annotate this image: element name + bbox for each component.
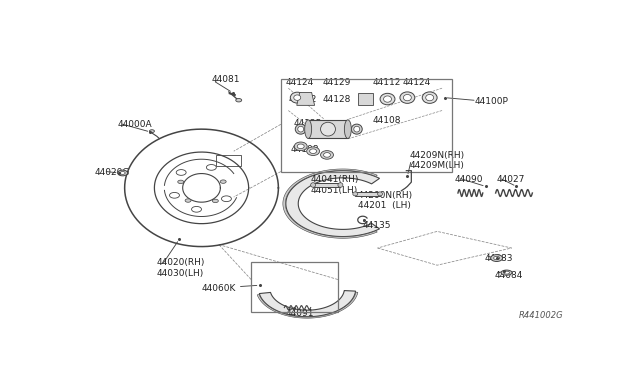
- Ellipse shape: [403, 94, 412, 101]
- Ellipse shape: [422, 92, 437, 103]
- Circle shape: [150, 130, 154, 132]
- Polygon shape: [259, 291, 356, 317]
- Text: 44209N(RH)
44209M(LH): 44209N(RH) 44209M(LH): [410, 151, 465, 170]
- Circle shape: [118, 170, 127, 176]
- Ellipse shape: [310, 149, 317, 154]
- Circle shape: [178, 180, 184, 184]
- Bar: [216, 155, 241, 166]
- Ellipse shape: [310, 183, 316, 187]
- Text: 44200N(RH)
44201  (LH): 44200N(RH) 44201 (LH): [358, 191, 413, 211]
- Polygon shape: [257, 292, 358, 318]
- Text: 44000A: 44000A: [117, 121, 152, 129]
- Text: 44128: 44128: [323, 95, 351, 104]
- Bar: [251, 262, 338, 312]
- Circle shape: [170, 192, 179, 198]
- Circle shape: [185, 199, 191, 202]
- Ellipse shape: [338, 183, 343, 187]
- Text: 44090: 44090: [454, 175, 483, 184]
- Polygon shape: [358, 93, 372, 105]
- Bar: [313, 183, 340, 187]
- Polygon shape: [297, 93, 315, 105]
- Circle shape: [120, 171, 125, 174]
- Text: 44112: 44112: [288, 95, 317, 104]
- Circle shape: [491, 254, 502, 262]
- Text: R441002G: R441002G: [519, 311, 564, 320]
- Ellipse shape: [501, 270, 512, 275]
- Ellipse shape: [400, 92, 415, 103]
- Ellipse shape: [294, 95, 301, 100]
- Bar: [355, 192, 380, 196]
- Circle shape: [236, 99, 242, 102]
- Polygon shape: [286, 171, 380, 237]
- Bar: [308, 120, 348, 138]
- Ellipse shape: [504, 271, 509, 274]
- Ellipse shape: [378, 192, 383, 196]
- Text: 44100P: 44100P: [474, 97, 508, 106]
- Ellipse shape: [383, 96, 392, 102]
- Text: 44108: 44108: [291, 145, 319, 154]
- Text: 44125: 44125: [293, 119, 322, 128]
- Ellipse shape: [294, 142, 307, 151]
- Ellipse shape: [298, 126, 304, 132]
- Circle shape: [221, 196, 232, 202]
- Text: 44124: 44124: [286, 78, 314, 87]
- Ellipse shape: [295, 124, 306, 134]
- Ellipse shape: [321, 151, 333, 159]
- Text: 44091: 44091: [286, 309, 314, 318]
- Text: 44020G: 44020G: [95, 168, 131, 177]
- Ellipse shape: [321, 122, 335, 136]
- Ellipse shape: [324, 153, 330, 157]
- Text: 44027: 44027: [497, 175, 525, 184]
- Ellipse shape: [351, 124, 362, 134]
- Ellipse shape: [291, 92, 304, 103]
- Text: 44124: 44124: [403, 78, 431, 87]
- Ellipse shape: [353, 192, 358, 196]
- Circle shape: [493, 256, 500, 260]
- Ellipse shape: [297, 144, 304, 149]
- Text: 44083: 44083: [484, 254, 513, 263]
- Ellipse shape: [380, 93, 395, 105]
- Circle shape: [220, 180, 226, 183]
- Ellipse shape: [354, 126, 360, 132]
- Text: 44108: 44108: [372, 116, 401, 125]
- Text: 44129: 44129: [323, 78, 351, 87]
- Text: 44060K: 44060K: [202, 284, 236, 293]
- Text: 44041(RH)
44051(LH): 44041(RH) 44051(LH): [310, 175, 359, 195]
- Ellipse shape: [307, 147, 319, 155]
- Bar: [281, 79, 452, 172]
- Ellipse shape: [305, 120, 312, 138]
- Ellipse shape: [426, 94, 434, 101]
- Polygon shape: [283, 169, 378, 238]
- Circle shape: [212, 199, 218, 203]
- Text: 44081: 44081: [211, 74, 240, 83]
- Circle shape: [191, 206, 202, 212]
- Ellipse shape: [344, 120, 351, 138]
- Text: 44020(RH)
44030(LH): 44020(RH) 44030(LH): [157, 259, 205, 278]
- Circle shape: [176, 170, 186, 175]
- Circle shape: [206, 164, 216, 170]
- Text: 44112: 44112: [372, 78, 401, 87]
- Text: 44084: 44084: [494, 271, 522, 280]
- Text: 44135: 44135: [363, 221, 391, 230]
